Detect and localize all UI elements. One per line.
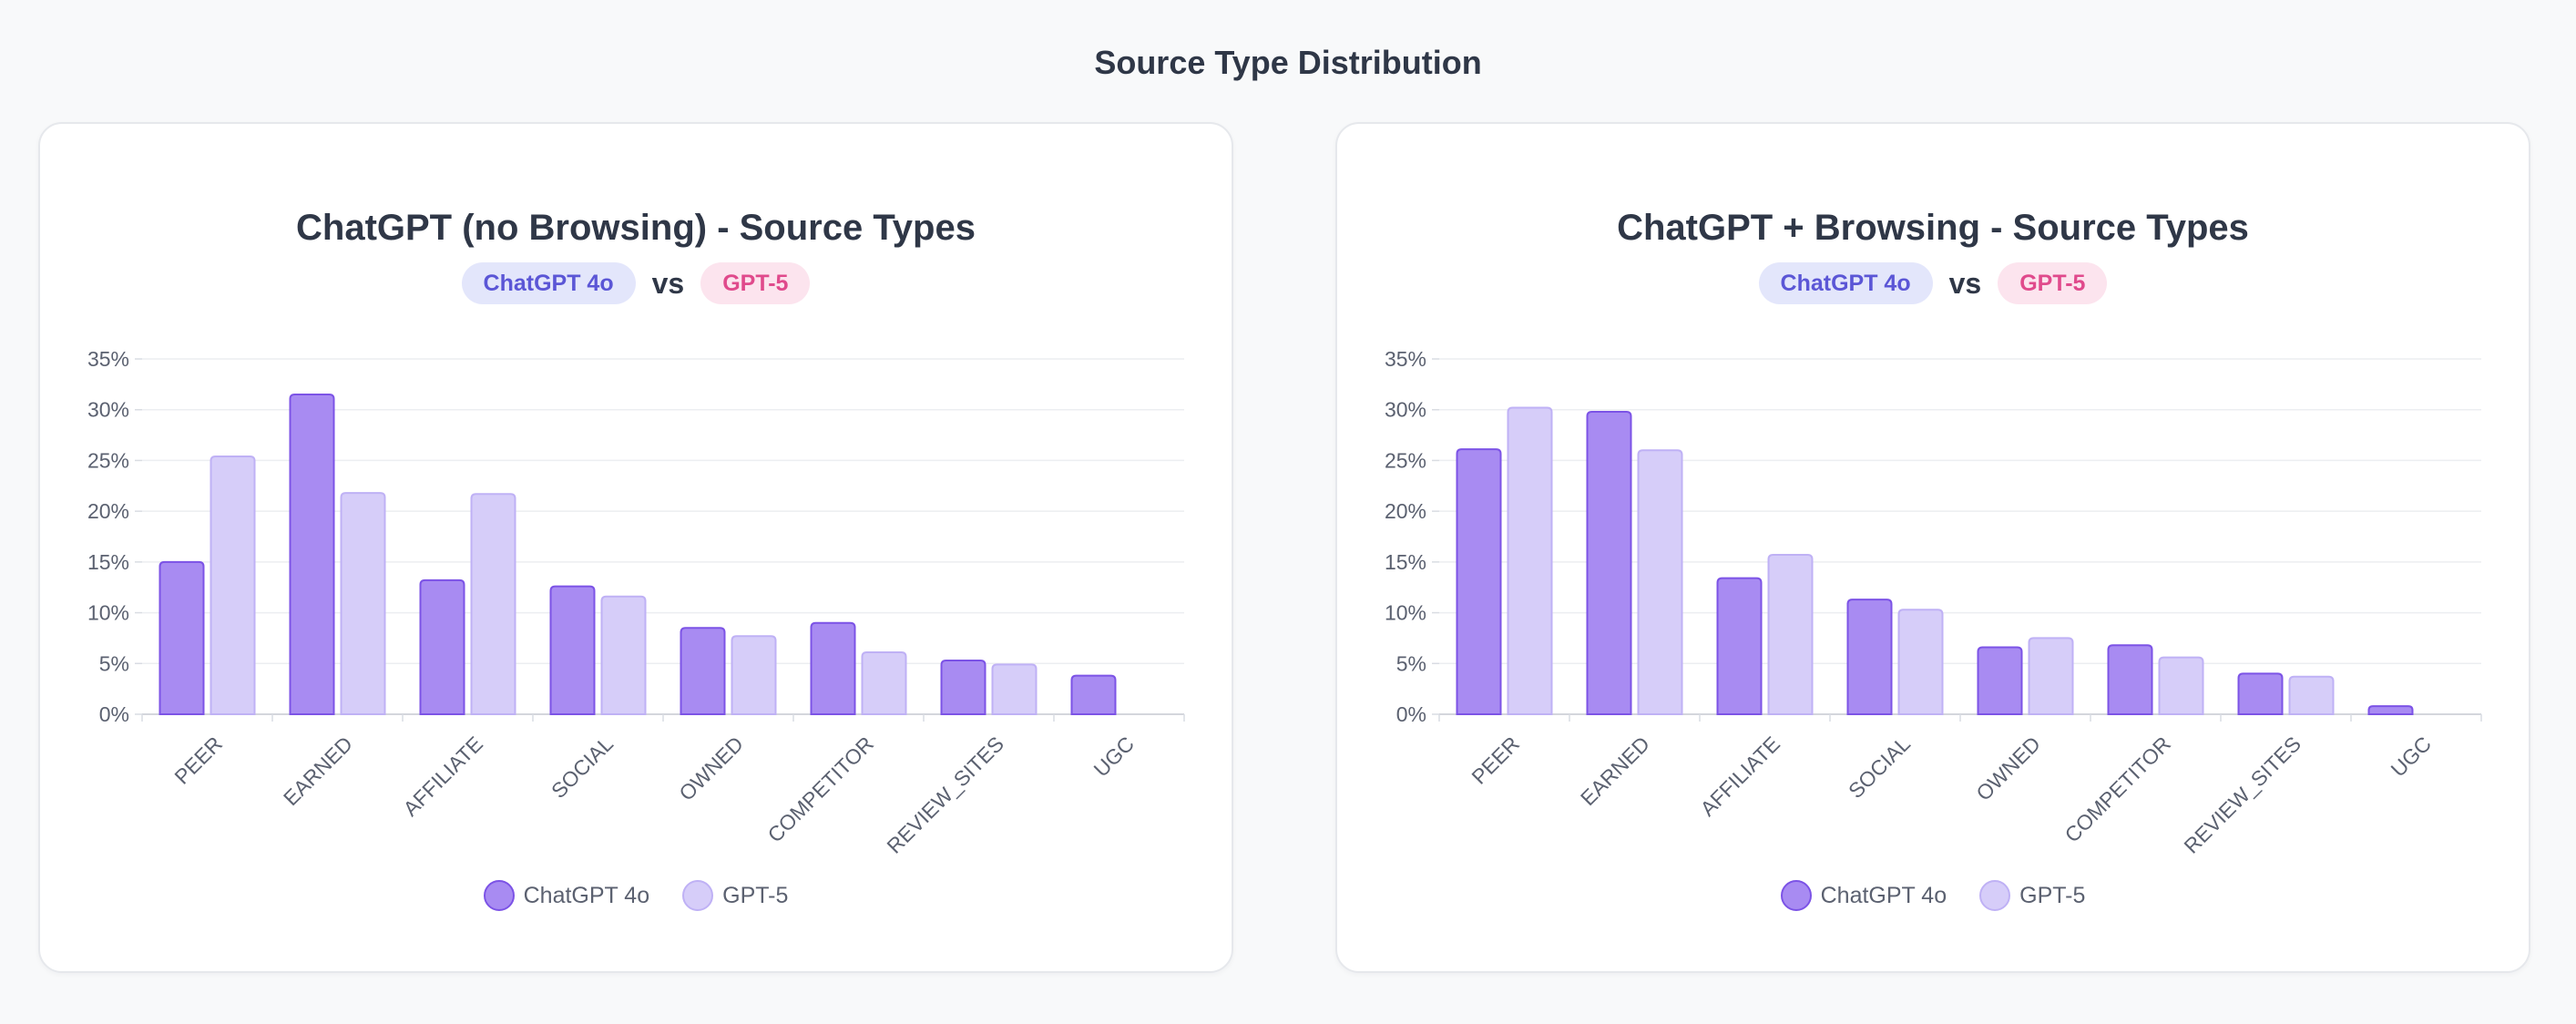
bar-chatgpt-4o bbox=[549, 585, 596, 715]
chart-legend: ChatGPT 4o GPT-5 bbox=[40, 880, 1232, 911]
bar-gpt-5 bbox=[1637, 449, 1683, 715]
vs-label: vs bbox=[651, 266, 685, 300]
bar-gpt-5 bbox=[731, 635, 777, 715]
x-tick-label: SOCIAL bbox=[1844, 732, 1915, 803]
bar-chatgpt-4o bbox=[1716, 577, 1763, 715]
badge-gpt-5: GPT-5 bbox=[700, 262, 811, 304]
y-tick-label: 15% bbox=[87, 550, 129, 574]
legend-swatch-icon bbox=[1780, 880, 1812, 911]
bar-gpt-5 bbox=[1767, 554, 1814, 715]
chart-title: ChatGPT (no Browsing) - Source Types bbox=[296, 208, 976, 248]
badge-gpt-5: GPT-5 bbox=[1998, 262, 2108, 304]
bar-chatgpt-4o bbox=[1456, 448, 1502, 715]
x-tick-label: OWNED bbox=[1971, 732, 2045, 805]
bar-chatgpt-4o bbox=[289, 394, 335, 715]
bar-chatgpt-4o bbox=[2367, 705, 2414, 715]
bar-gpt-5 bbox=[2288, 675, 2335, 715]
legend-item-gpt-5[interactable]: GPT-5 bbox=[682, 880, 788, 911]
x-tick-label: COMPETITOR bbox=[763, 732, 879, 847]
bar-chatgpt-4o bbox=[1586, 410, 1632, 715]
vs-label: vs bbox=[1948, 266, 1982, 300]
y-tick-label: 20% bbox=[1385, 499, 1426, 523]
y-tick-label: 10% bbox=[1385, 601, 1426, 625]
bar-chart-plot: 0% 5% 10% 15% 20% 25% 30% 35% PEER EARNED AFFILIAT… bbox=[87, 347, 1185, 858]
model-comparison-badges: ChatGPT 4o vs GPT-5 bbox=[40, 262, 1232, 304]
x-tick-label: SOCIAL bbox=[547, 732, 618, 803]
x-tick-label: AFFILIATE bbox=[398, 732, 487, 821]
chart-title: ChatGPT + Browsing - Source Types bbox=[1617, 208, 2249, 248]
x-tick-label: PEER bbox=[169, 732, 227, 789]
bar-chatgpt-4o bbox=[1070, 674, 1117, 715]
bar-chatgpt-4o bbox=[419, 579, 465, 715]
y-tick-label: 30% bbox=[1385, 398, 1426, 422]
x-tick-label: REVIEW_SITES bbox=[2179, 732, 2305, 858]
x-tick-label: EARNED bbox=[279, 732, 357, 810]
y-tick-label: 15% bbox=[1385, 550, 1426, 574]
chart-card-no-browsing: ChatGPT (no Browsing) - Source Types Cha… bbox=[38, 122, 1233, 973]
bar-gpt-5 bbox=[600, 595, 647, 715]
legend-label: GPT-5 bbox=[722, 882, 789, 908]
x-tick-label: REVIEW_SITES bbox=[882, 732, 1008, 858]
bar-chatgpt-4o bbox=[2237, 672, 2284, 715]
bar-chatgpt-4o bbox=[940, 659, 986, 715]
y-tick-label: 5% bbox=[99, 651, 129, 675]
badge-chatgpt-4o: ChatGPT 4o bbox=[461, 262, 636, 304]
y-tick-label: 25% bbox=[87, 448, 129, 472]
legend-item-chatgpt-4o[interactable]: ChatGPT 4o bbox=[483, 880, 650, 911]
model-comparison-badges: ChatGPT 4o vs GPT-5 bbox=[1337, 262, 2529, 304]
bar-gpt-5 bbox=[210, 455, 256, 715]
bar-gpt-5 bbox=[470, 493, 516, 715]
bar-gpt-5 bbox=[1507, 406, 1553, 715]
legend-label: ChatGPT 4o bbox=[1820, 882, 1947, 908]
chart-card-browsing: ChatGPT + Browsing - Source Types ChatGP… bbox=[1335, 122, 2530, 973]
x-tick-label: OWNED bbox=[674, 732, 748, 805]
legend-swatch-icon bbox=[1979, 880, 2011, 911]
legend-swatch-icon bbox=[483, 880, 515, 911]
legend-label: GPT-5 bbox=[2019, 882, 2086, 908]
badge-chatgpt-4o: ChatGPT 4o bbox=[1758, 262, 1933, 304]
y-tick-label: 35% bbox=[87, 347, 129, 371]
x-tick-label: EARNED bbox=[1576, 732, 1654, 810]
bar-chart-plot: 0% 5% 10% 15% 20% 25% 30% 35% PEER EARNED AFFILIAT… bbox=[1385, 347, 2482, 858]
y-tick-label: 5% bbox=[1396, 651, 1426, 675]
x-tick-label: PEER bbox=[1467, 732, 1524, 789]
bar-gpt-5 bbox=[861, 651, 907, 715]
bar-chatgpt-4o bbox=[158, 560, 205, 715]
x-tick-label: UGC bbox=[1089, 732, 1139, 782]
legend-label: ChatGPT 4o bbox=[523, 882, 650, 908]
y-tick-label: 20% bbox=[87, 499, 129, 523]
bar-chatgpt-4o bbox=[810, 621, 856, 715]
y-tick-label: 0% bbox=[1396, 702, 1426, 726]
x-tick-label: AFFILIATE bbox=[1695, 732, 1784, 821]
page-title: Source Type Distribution bbox=[1094, 44, 1482, 81]
legend-swatch-icon bbox=[682, 880, 714, 911]
y-tick-label: 10% bbox=[87, 601, 129, 625]
y-tick-label: 25% bbox=[1385, 448, 1426, 472]
bar-chatgpt-4o bbox=[1846, 599, 1893, 715]
bar-gpt-5 bbox=[991, 663, 1038, 715]
legend-item-chatgpt-4o[interactable]: ChatGPT 4o bbox=[1780, 880, 1947, 911]
x-tick-label: UGC bbox=[2387, 732, 2437, 782]
bar-gpt-5 bbox=[2028, 637, 2074, 715]
bar-gpt-5 bbox=[2158, 656, 2204, 715]
x-tick-label: COMPETITOR bbox=[2060, 732, 2176, 847]
bar-gpt-5 bbox=[1897, 609, 1944, 715]
legend-item-gpt-5[interactable]: GPT-5 bbox=[1979, 880, 2085, 911]
y-tick-label: 30% bbox=[87, 398, 129, 422]
bar-chatgpt-4o bbox=[680, 627, 726, 715]
chart-legend: ChatGPT 4o GPT-5 bbox=[1337, 880, 2529, 911]
y-tick-label: 0% bbox=[99, 702, 129, 726]
bar-gpt-5 bbox=[340, 492, 386, 715]
y-tick-label: 35% bbox=[1385, 347, 1426, 371]
bar-chatgpt-4o bbox=[1977, 646, 2023, 715]
bar-chatgpt-4o bbox=[2107, 644, 2153, 715]
